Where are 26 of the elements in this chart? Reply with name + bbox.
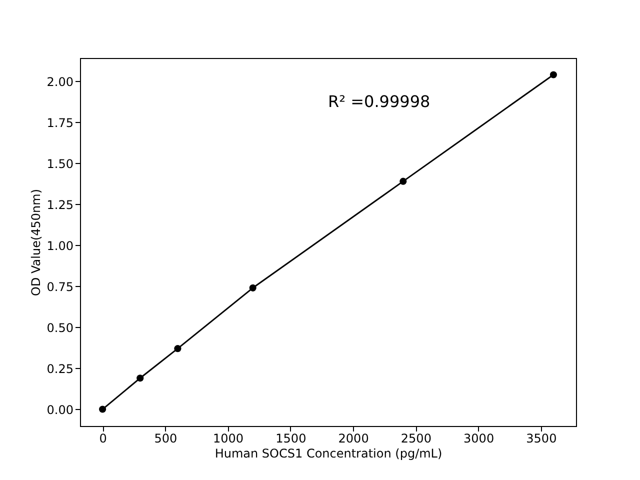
x-tick-label: 2000	[338, 432, 369, 446]
annotation: R² =0.99998	[328, 92, 430, 111]
point	[136, 374, 144, 382]
y-tick-label: 1.25	[46, 198, 74, 212]
x-tick-label: 1000	[213, 432, 244, 446]
point	[174, 345, 182, 352]
x-tick-label: 2500	[400, 432, 432, 446]
x-axis-title: Human SOCS1 Concentration (pg/mL)	[214, 446, 442, 460]
point	[249, 284, 256, 292]
y-tick-label: 2.00	[46, 74, 74, 89]
point	[400, 178, 407, 185]
x-tick-label: 1500	[276, 432, 306, 446]
x-tick-label: 3500	[526, 432, 557, 446]
point	[550, 71, 557, 78]
x-tick-label: 0	[99, 432, 107, 446]
y-tick-label: 1.75	[46, 116, 74, 130]
y-tick-label: 0.75	[46, 280, 74, 294]
x-tick-label: 500	[154, 432, 178, 446]
y-tick-label: 0.25	[46, 362, 74, 376]
x-tick-label: 3000	[464, 432, 494, 446]
y-tick-label: 0.50	[46, 320, 74, 335]
y-axis-title: OD Value(450nm)	[28, 188, 43, 296]
y-tick-label: 1.00	[46, 238, 74, 253]
y-tick-label: 1.50	[46, 156, 74, 171]
y-tick-label: 0.00	[46, 402, 74, 417]
point	[99, 406, 106, 413]
